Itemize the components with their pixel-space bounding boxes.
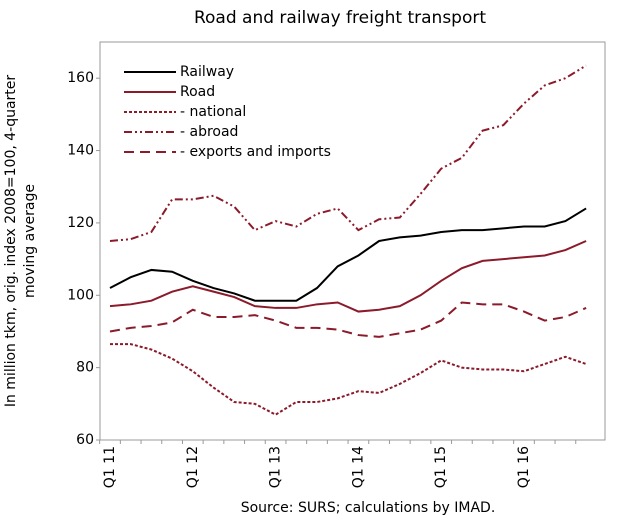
x-tick-label: Q1 11 bbox=[102, 446, 118, 488]
legend-label: Road bbox=[180, 84, 215, 100]
y-axis-label: In million tkm, orig. index 2008=100, 4-… bbox=[3, 75, 38, 408]
plot-frame bbox=[99, 41, 606, 441]
x-tick-label: Q1 12 bbox=[185, 446, 201, 488]
chart-title: Road and railway freight transport bbox=[194, 8, 486, 28]
source-note: Source: SURS; calculations by IMAD. bbox=[241, 500, 496, 516]
y-tick-label: 120 bbox=[67, 215, 94, 231]
y-axis-label-line: moving average bbox=[22, 184, 38, 298]
series-line bbox=[109, 64, 587, 242]
series-line bbox=[109, 207, 587, 302]
x-tick-label: Q1 13 bbox=[268, 446, 284, 488]
legend-label: Railway bbox=[180, 64, 234, 80]
x-tick-label: Q1 14 bbox=[350, 446, 366, 488]
y-tick-label: 160 bbox=[67, 70, 94, 86]
x-tick-label: Q1 16 bbox=[516, 446, 532, 488]
series-line bbox=[109, 301, 587, 338]
y-tick-label: 60 bbox=[76, 432, 94, 448]
legend-label: - exports and imports bbox=[180, 144, 331, 160]
legend-label: - national bbox=[180, 104, 246, 120]
y-tick-label: 100 bbox=[67, 287, 94, 303]
series-line bbox=[109, 240, 587, 313]
legend-label: - abroad bbox=[180, 124, 238, 140]
series-line bbox=[110, 343, 587, 416]
y-tick-label: 140 bbox=[67, 143, 94, 159]
y-axis-label-line: In million tkm, orig. index 2008=100, 4-… bbox=[3, 75, 19, 408]
y-tick-label: 80 bbox=[76, 360, 94, 376]
x-tick-label: Q1 15 bbox=[433, 446, 449, 488]
